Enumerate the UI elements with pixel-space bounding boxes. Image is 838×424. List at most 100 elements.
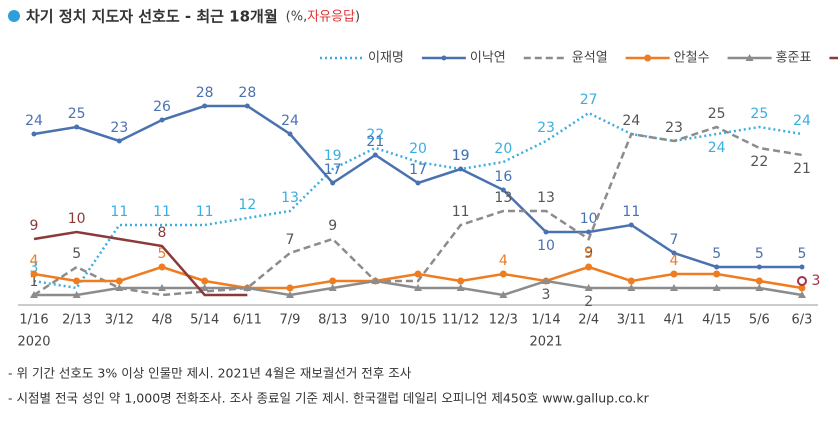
x-tick-label: 5/6 <box>749 313 770 328</box>
data-label: 24 <box>281 113 299 129</box>
data-point <box>201 277 209 285</box>
data-label: 9 <box>30 218 39 234</box>
data-point <box>72 291 81 298</box>
data-point <box>330 180 336 186</box>
data-label: 16 <box>494 169 512 185</box>
data-label: 22 <box>750 154 768 170</box>
data-point <box>712 284 721 291</box>
x-tick-label: 11/12 <box>442 313 479 328</box>
data-point <box>499 291 508 298</box>
series-line <box>33 230 248 297</box>
data-label: 4 <box>499 253 508 269</box>
data-point <box>755 284 764 291</box>
data-label: 23 <box>110 120 128 136</box>
data-point <box>457 277 465 285</box>
series-line <box>33 111 803 290</box>
data-point <box>458 166 464 172</box>
x-tick-label: 1/16 <box>19 313 48 328</box>
data-label: 24 <box>793 113 811 129</box>
x-tick-label: 6/11 <box>233 313 262 328</box>
data-label: 20 <box>409 141 427 157</box>
data-label: 19 <box>452 148 470 164</box>
data-label: 5 <box>158 246 167 262</box>
data-label: 4 <box>670 253 679 269</box>
data-label: 21 <box>366 134 384 150</box>
data-point <box>542 277 550 284</box>
data-label: 10 <box>537 238 555 254</box>
data-point <box>798 291 806 298</box>
series-line <box>33 125 803 297</box>
x-tick-label: 1/14 <box>531 313 560 328</box>
data-point <box>74 124 80 130</box>
data-label: 23 <box>665 120 683 136</box>
x-tick-label: 3/12 <box>105 313 134 328</box>
data-label: 27 <box>580 92 598 108</box>
data-point <box>714 264 720 270</box>
data-point <box>243 284 252 291</box>
data-label: 3 <box>812 273 821 289</box>
data-point <box>287 131 293 137</box>
data-point <box>286 291 294 298</box>
legend-label: 윤석열 <box>572 51 608 66</box>
data-point <box>30 291 38 298</box>
data-point <box>499 270 507 278</box>
data-label: 25 <box>750 106 768 122</box>
data-label: 8 <box>158 225 167 241</box>
data-point <box>798 284 806 292</box>
x-tick-label: 4/8 <box>152 313 173 328</box>
data-point <box>202 103 208 109</box>
unit-highlight: 자유응답 <box>307 10 355 25</box>
x-tick-label: 6/3 <box>792 313 813 328</box>
data-label: 12 <box>238 197 256 213</box>
legend-label: 이재명 <box>368 51 404 66</box>
data-label: 25 <box>708 106 726 122</box>
data-label: 19 <box>324 148 342 164</box>
data-label: 3 <box>30 260 39 276</box>
legend-label: 홍준표 <box>776 51 812 66</box>
data-point <box>30 270 38 278</box>
data-label: 5 <box>798 246 807 262</box>
data-label: 23 <box>537 120 555 136</box>
data-label: 10 <box>580 211 598 227</box>
data-label: 13 <box>494 190 512 206</box>
x-tick-label: 4/15 <box>702 313 731 328</box>
footnote: - 시점별 전국 성인 약 1,000명 전화조사. 조사 종료일 기준 제시.… <box>8 391 650 406</box>
data-label: 7 <box>286 232 295 248</box>
legend-marker <box>644 54 652 62</box>
x-tick-label: 10/15 <box>399 313 436 328</box>
data-label: 17 <box>324 162 342 178</box>
data-point <box>670 284 678 291</box>
unit-close: ) <box>355 10 360 25</box>
data-point <box>628 222 634 228</box>
x-tick-label: 8/13 <box>318 313 347 328</box>
data-point <box>371 277 380 284</box>
data-label: 5 <box>755 246 764 262</box>
data-point <box>115 277 123 285</box>
footnote: - 위 기간 선호도 3% 이상 인물만 제시. 2021년 4월은 재보궐선거… <box>8 366 412 381</box>
data-point <box>328 284 337 291</box>
year-label: 2021 <box>529 335 562 350</box>
data-point <box>286 284 294 292</box>
data-label: 5 <box>712 246 721 262</box>
data-point <box>755 277 763 285</box>
x-tick-label: 12/3 <box>489 313 518 328</box>
data-point <box>415 180 421 186</box>
data-label: 20 <box>494 141 512 157</box>
legend-label: 안철수 <box>674 51 710 66</box>
data-label: 11 <box>452 204 470 220</box>
data-label: 11 <box>110 204 128 220</box>
data-point <box>670 270 678 278</box>
data-label: 11 <box>622 204 640 220</box>
data-label: 21 <box>793 161 811 177</box>
chart-title: 차기 정치 지도자 선호도 - 최근 18개월 <box>26 8 278 26</box>
data-point <box>414 284 422 291</box>
data-point <box>116 138 122 144</box>
data-point <box>713 270 721 278</box>
unit-note: (%, <box>286 10 308 25</box>
legend-label: 이낙연 <box>470 51 506 66</box>
data-label: 10 <box>68 211 86 227</box>
data-point <box>543 229 549 235</box>
data-point <box>627 277 635 285</box>
data-label: 24 <box>622 113 640 129</box>
data-point <box>671 250 677 256</box>
